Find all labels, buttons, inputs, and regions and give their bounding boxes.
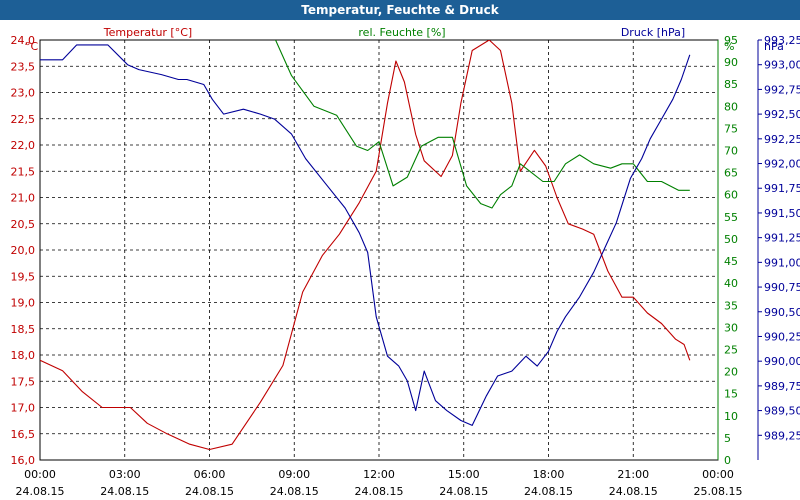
temp-tick-label: 22,0 xyxy=(11,139,36,152)
humidity-tick-label: 50 xyxy=(724,233,738,246)
humidity-tick-label: 65 xyxy=(724,167,738,180)
x-tick-label: 09:00 xyxy=(278,468,310,481)
temp-tick-label: 23,5 xyxy=(11,60,36,73)
temp-axis-label: Temperatur [°C] xyxy=(103,26,192,39)
temp-tick-label: 20,0 xyxy=(11,244,36,257)
humidity-tick-label: 85 xyxy=(724,78,738,91)
pressure-tick-label: 992,75 xyxy=(764,83,800,96)
x-date-label: 24.08.15 xyxy=(524,485,573,498)
x-date-label: 24.08.15 xyxy=(609,485,658,498)
pressure-axis-label: Druck [hPa] xyxy=(621,26,685,39)
chart-area: 16,0 16,5 17,0 17,5 18,0 18,5 19,0 19,5 20,0 20,5… xyxy=(11,26,800,498)
humidity-tick-label: 70 xyxy=(724,145,738,158)
temp-tick-label: 19,5 xyxy=(11,270,36,283)
humidity-tick-label: 25 xyxy=(724,343,738,356)
temp-tick-label: 21,0 xyxy=(11,192,36,205)
pressure-tick-label: 991,00 xyxy=(764,256,800,269)
pressure-tick-label: 993,00 xyxy=(764,59,800,72)
temp-tick-label: 16,0 xyxy=(11,454,36,467)
humidity-axis-label: rel. Feuchte [%] xyxy=(358,26,445,39)
pressure-tick-label: 992,25 xyxy=(764,133,800,146)
x-date-label: 24.08.15 xyxy=(185,485,234,498)
pressure-tick-label: 992,50 xyxy=(764,108,800,121)
x-date-label: 24.08.15 xyxy=(355,485,404,498)
chart-title: Temperatur, Feuchte & Druck xyxy=(0,0,800,20)
x-tick-label: 21:00 xyxy=(617,468,649,481)
temp-tick-label: 18,0 xyxy=(11,349,36,362)
pressure-tick-label: 993,25 xyxy=(764,34,800,47)
x-tick-label: 06:00 xyxy=(194,468,226,481)
humidity-tick-label: 80 xyxy=(724,100,738,113)
x-date-label: 24.08.15 xyxy=(100,485,149,498)
x-tick-label: 00:00 xyxy=(702,468,734,481)
grid xyxy=(40,40,718,460)
humidity-tick-label: 10 xyxy=(724,410,738,423)
humidity-tick-label: 20 xyxy=(724,366,738,379)
pressure-tick-label: 989,25 xyxy=(764,429,800,442)
temp-tick-label: 17,0 xyxy=(11,402,36,415)
x-tick-label: 03:00 xyxy=(109,468,141,481)
series-lines xyxy=(40,40,691,451)
humidity-unit-label: % xyxy=(724,40,734,53)
temp-tick-label: 16,5 xyxy=(11,428,36,441)
temp-tick-label: 23,0 xyxy=(11,87,36,100)
x-date-label: 24.08.15 xyxy=(270,485,319,498)
humidity-tick-label: 40 xyxy=(724,277,738,290)
temp-tick-label: 22,5 xyxy=(11,113,36,126)
temp-tick-label: 17,5 xyxy=(11,375,36,388)
humidity-tick-label: 90 xyxy=(724,56,738,69)
pressure-tick-label: 990,75 xyxy=(764,281,800,294)
pressure-tick-label: 989,50 xyxy=(764,405,800,418)
pressure-tick-label: 991,75 xyxy=(764,182,800,195)
pressure-tick-label: 990,25 xyxy=(764,330,800,343)
x-tick-label: 12:00 xyxy=(363,468,395,481)
x-tick-label: 00:00 xyxy=(24,468,56,481)
pressure-tick-label: 991,25 xyxy=(764,232,800,245)
humidity-tick-label: 75 xyxy=(724,122,738,135)
pressure-unit-label: hPa xyxy=(764,40,784,53)
temp-tick-label: 20,5 xyxy=(11,218,36,231)
x-date-label: 24.08.15 xyxy=(16,485,65,498)
temp-tick-label: 24,0 xyxy=(11,34,36,47)
axes: 16,0 16,5 17,0 17,5 18,0 18,5 19,0 19,5 20,0 20,5… xyxy=(11,26,800,498)
temp-tick-label: 19,0 xyxy=(11,297,36,310)
temp-tick-label: 18,5 xyxy=(11,323,36,336)
pressure-tick-label: 989,75 xyxy=(764,380,800,393)
humidity-tick-label: 45 xyxy=(724,255,738,268)
humidity-tick-label: 60 xyxy=(724,189,738,202)
humidity-tick-label: 15 xyxy=(724,388,738,401)
humidity-tick-label: 35 xyxy=(724,299,738,312)
humidity-tick-label: 0 xyxy=(724,454,731,467)
humidity-tick-label: 5 xyxy=(724,432,731,445)
press-series-line xyxy=(40,44,691,426)
x-tick-label: 18:00 xyxy=(533,468,565,481)
x-date-label: 24.08.15 xyxy=(439,485,488,498)
temp-series-line xyxy=(40,40,691,451)
humidity-tick-label: 55 xyxy=(724,211,738,224)
pressure-tick-label: 992,00 xyxy=(764,158,800,171)
temp-tick-label: 21,5 xyxy=(11,165,36,178)
humidity-tick-label: 30 xyxy=(724,321,738,334)
pressure-tick-label: 990,00 xyxy=(764,355,800,368)
pressure-tick-label: 991,50 xyxy=(764,207,800,220)
pressure-tick-label: 990,50 xyxy=(764,306,800,319)
x-date-label: 25.08.15 xyxy=(694,485,743,498)
hum-series-line xyxy=(274,40,690,209)
humidity-tick-label: 95 xyxy=(724,34,738,47)
x-tick-label: 15:00 xyxy=(448,468,480,481)
temp-unit-label: °C xyxy=(25,40,39,53)
